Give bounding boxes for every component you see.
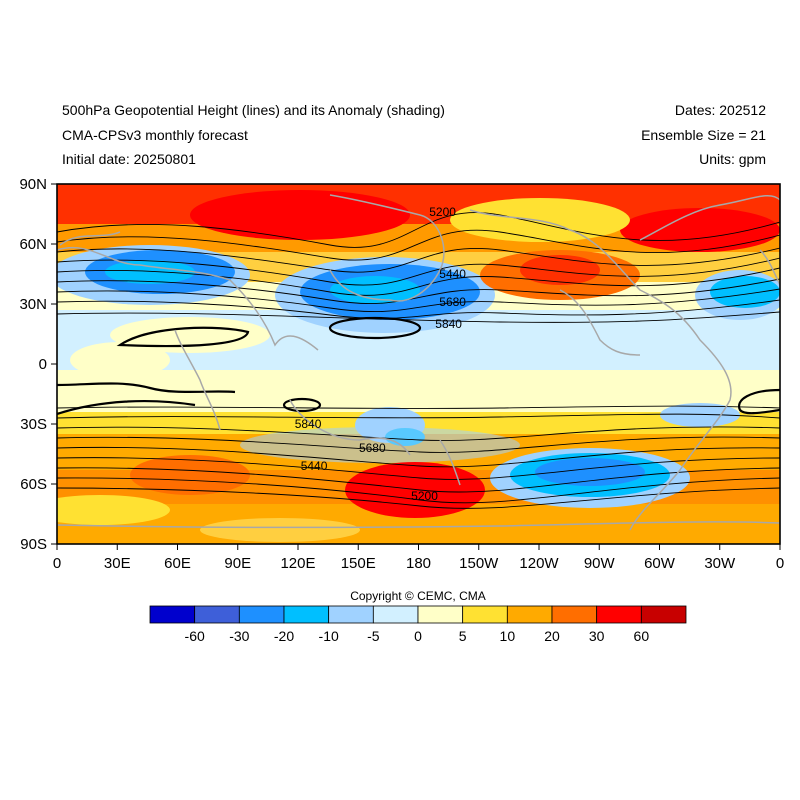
colorbar-swatch xyxy=(640,605,687,624)
colorbar-label: -60 xyxy=(185,628,205,644)
map-content: 5200 5440 5680 5840 5840 5680 5440 5200 xyxy=(57,184,780,544)
lon-axis: 0 30E 60E 90E 120E 150E 180 150W 120W 90W 60W 30W 0 xyxy=(53,544,784,572)
colorbar-label: -30 xyxy=(229,628,249,644)
lat-tick-label: 90S xyxy=(20,536,47,553)
colorbar-swatch xyxy=(417,605,464,624)
units-label: Units: gpm xyxy=(699,151,766,167)
lat-tick-label: 30S xyxy=(20,416,47,433)
lat-tick-label: 90N xyxy=(19,176,47,193)
contour-label: 5680 xyxy=(439,295,466,309)
lon-tick-label: 60W xyxy=(644,555,676,572)
bold-contours xyxy=(57,316,780,416)
contour-label: 5200 xyxy=(411,489,438,503)
height-contours xyxy=(57,212,780,509)
contour-label: 5840 xyxy=(435,317,462,331)
lon-tick-label: 120E xyxy=(280,555,315,572)
lon-tick-label: 120W xyxy=(519,555,559,572)
contour-label: 5200 xyxy=(429,205,456,219)
contour-label: 5680 xyxy=(359,441,386,455)
lat-tick-label: 30N xyxy=(19,296,47,313)
initial-date: Initial date: 20250801 xyxy=(62,151,196,167)
colorbar-swatch xyxy=(328,605,374,624)
ensemble-size: Ensemble Size = 21 xyxy=(641,127,766,143)
colorbar-swatch xyxy=(462,605,508,624)
colorbar-swatch xyxy=(149,605,196,624)
colorbar-swatch xyxy=(506,605,553,624)
colorbar-swatch xyxy=(551,605,598,624)
contour-label: 5440 xyxy=(301,459,328,473)
anomaly-patches xyxy=(57,190,780,542)
colorbar-swatch xyxy=(283,605,330,624)
lon-tick-label: 30E xyxy=(104,555,131,572)
colorbar-swatch xyxy=(596,605,642,624)
lon-tick-label: 90E xyxy=(224,555,251,572)
colorbar-swatch xyxy=(238,605,285,624)
contour-label: 5440 xyxy=(439,267,466,281)
colorbar-swatch xyxy=(372,605,419,624)
lat-tick-label: 60N xyxy=(19,236,47,253)
coastlines xyxy=(57,194,780,531)
contour-label-layer: 5200 5440 5680 5840 5840 5680 5440 5200 xyxy=(295,205,467,503)
colorbar: -60 -30 -20 -10 -5 0 5 10 20 30 60 xyxy=(149,605,687,644)
forecast-dates: Dates: 202512 xyxy=(674,102,766,118)
colorbar-label: -5 xyxy=(367,628,380,644)
lat-axis: 90N 60N 30N 0 30S 60S 90S xyxy=(19,176,57,553)
lon-tick-label: 0 xyxy=(53,555,61,572)
lon-tick-label: 150E xyxy=(341,555,376,572)
colorbar-label: 30 xyxy=(589,628,605,644)
colorbar-label: 5 xyxy=(459,628,467,644)
colorbar-label: -10 xyxy=(319,628,339,644)
lon-tick-label: 150W xyxy=(459,555,499,572)
lon-tick-label: 30W xyxy=(704,555,736,572)
colorbar-label: 10 xyxy=(500,628,516,644)
copyright-text: Copyright © CEMC, CMA xyxy=(350,589,486,603)
model-name: CMA-CPSv3 monthly forecast xyxy=(62,127,248,143)
colorbar-label: 60 xyxy=(634,628,650,644)
colorbar-label: 20 xyxy=(544,628,560,644)
colorbar-label: 0 xyxy=(414,628,422,644)
lon-tick-label: 0 xyxy=(776,555,784,572)
colorbar-swatch xyxy=(194,605,240,624)
colorbar-label: -20 xyxy=(274,628,294,644)
lat-tick-label: 60S xyxy=(20,476,47,493)
contour-label: 5840 xyxy=(295,417,322,431)
lon-tick-label: 60E xyxy=(164,555,191,572)
lon-tick-label: 180 xyxy=(406,555,431,572)
chart-title: 500hPa Geopotential Height (lines) and i… xyxy=(62,102,445,118)
lat-tick-label: 0 xyxy=(39,356,47,373)
lon-tick-label: 90W xyxy=(584,555,616,572)
